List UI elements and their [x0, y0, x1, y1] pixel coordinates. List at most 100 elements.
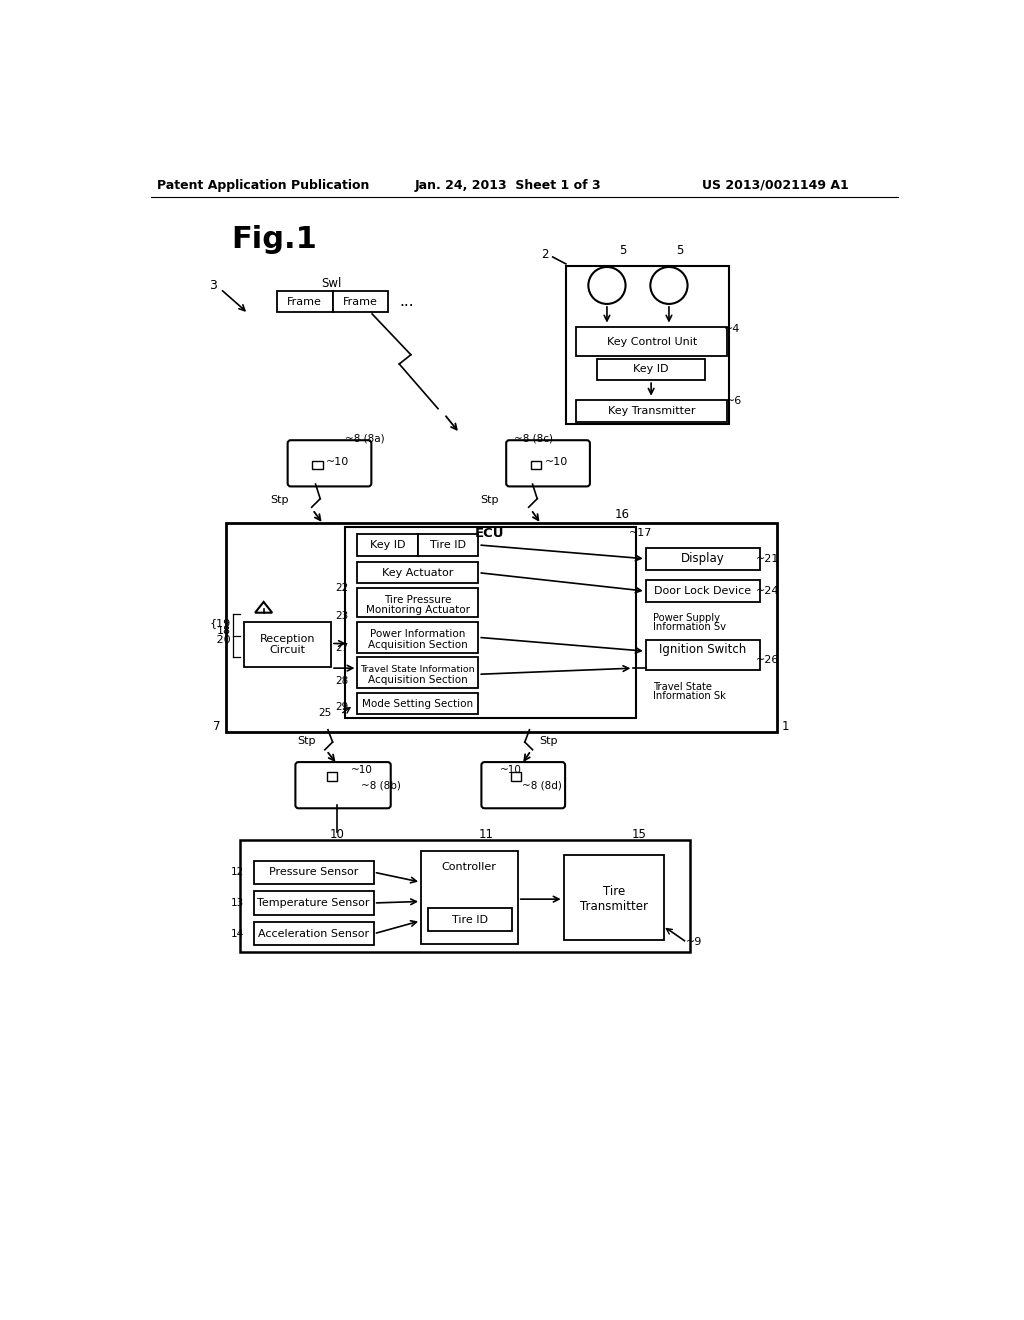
Bar	[597, 359, 706, 380]
Text: 15: 15	[632, 828, 647, 841]
Text: 12: 12	[231, 867, 245, 878]
Text: Reception: Reception	[260, 634, 315, 644]
Text: Acquisition Section: Acquisition Section	[368, 640, 468, 649]
Text: ~8 (8c): ~8 (8c)	[514, 434, 553, 444]
Text: 28: 28	[336, 676, 349, 686]
Bar	[575, 327, 727, 356]
Text: Power Information: Power Information	[370, 630, 466, 639]
Text: Ignition Switch: Ignition Switch	[659, 643, 746, 656]
Text: 10: 10	[330, 828, 345, 841]
Bar	[254, 861, 374, 884]
Text: 22: 22	[336, 583, 349, 593]
Text: ...: ...	[399, 294, 415, 309]
Text: Jan. 24, 2013  Sheet 1 of 3: Jan. 24, 2013 Sheet 1 of 3	[415, 178, 601, 191]
Text: Key Actuator: Key Actuator	[382, 568, 454, 578]
Text: ~4: ~4	[724, 325, 740, 334]
Text: ~10: ~10	[500, 764, 522, 775]
Text: Information Sv: Information Sv	[652, 622, 726, 631]
Text: Swl: Swl	[322, 277, 342, 289]
Text: 2: 2	[542, 248, 549, 261]
Bar	[328, 772, 337, 780]
Text: Patent Application Publication: Patent Application Publication	[158, 178, 370, 191]
Bar	[345, 527, 636, 718]
Text: Travel State: Travel State	[652, 681, 712, 692]
Text: 18: 18	[217, 626, 231, 636]
Text: Acceleration Sensor: Acceleration Sensor	[258, 929, 369, 939]
Text: Mode Setting Section: Mode Setting Section	[362, 698, 473, 709]
Bar	[563, 855, 665, 940]
Text: ECU: ECU	[475, 527, 505, 540]
Text: ~10: ~10	[545, 457, 568, 467]
Text: 1: 1	[781, 721, 788, 733]
Text: Key Transmitter: Key Transmitter	[608, 407, 695, 416]
Text: 16: 16	[615, 508, 630, 520]
Text: Key ID: Key ID	[370, 540, 406, 550]
Text: Information Sk: Information Sk	[652, 690, 726, 701]
Text: Stp: Stp	[539, 737, 557, 746]
Text: Fig.1: Fig.1	[230, 224, 316, 253]
Bar	[226, 523, 776, 733]
Bar	[357, 657, 478, 688]
Text: US 2013/0021149 A1: US 2013/0021149 A1	[701, 178, 849, 191]
Text: {19: {19	[210, 619, 231, 628]
Text: Door Lock Device: Door Lock Device	[654, 586, 752, 597]
Bar	[333, 290, 388, 313]
Text: 11: 11	[478, 828, 494, 841]
Text: ~10: ~10	[326, 457, 349, 467]
Text: Key ID: Key ID	[634, 364, 669, 375]
Bar	[254, 891, 374, 915]
Text: Key Control Unit: Key Control Unit	[607, 337, 697, 347]
Bar	[357, 562, 478, 583]
Text: Circuit: Circuit	[269, 644, 305, 655]
Text: Monitoring Actuator: Monitoring Actuator	[366, 606, 470, 615]
Bar	[646, 581, 761, 602]
Bar	[421, 851, 518, 944]
Text: 27: 27	[336, 643, 349, 653]
Bar	[646, 640, 761, 671]
FancyBboxPatch shape	[481, 762, 565, 808]
Text: Travel State Information: Travel State Information	[360, 665, 475, 675]
Text: ~26: ~26	[756, 656, 779, 665]
Bar	[575, 400, 727, 422]
Bar	[276, 290, 333, 313]
Text: 7: 7	[213, 721, 221, 733]
Text: 5: 5	[618, 244, 626, 257]
Text: 13: 13	[231, 898, 245, 908]
Text: ~17: ~17	[630, 528, 652, 539]
Text: ~8 (8d): ~8 (8d)	[522, 781, 562, 791]
Text: 29: 29	[336, 702, 349, 711]
Bar	[241, 840, 690, 952]
Text: Pressure Sensor: Pressure Sensor	[268, 867, 358, 878]
FancyBboxPatch shape	[295, 762, 391, 808]
FancyBboxPatch shape	[506, 441, 590, 487]
Bar	[428, 908, 512, 932]
Text: ~8 (8a): ~8 (8a)	[345, 434, 385, 444]
Text: Temperature Sensor: Temperature Sensor	[257, 898, 370, 908]
Text: 25: 25	[318, 708, 332, 718]
Text: ~9: ~9	[685, 937, 701, 948]
Bar	[312, 461, 323, 470]
Text: Frame: Frame	[288, 297, 323, 306]
Bar	[254, 923, 374, 945]
Text: Stp: Stp	[270, 495, 289, 504]
Text: ~10: ~10	[351, 764, 373, 775]
Bar	[357, 535, 418, 556]
Text: Transmitter: Transmitter	[580, 900, 648, 913]
Text: Tire ID: Tire ID	[452, 915, 487, 925]
Text: Display: Display	[681, 552, 725, 565]
Bar	[418, 535, 478, 556]
Bar	[511, 772, 521, 780]
Text: 23: 23	[336, 611, 349, 620]
Text: ~6: ~6	[726, 396, 742, 407]
Text: Power Supply: Power Supply	[652, 612, 720, 623]
Text: Controller: Controller	[441, 862, 497, 871]
Text: Stp: Stp	[480, 495, 499, 504]
Text: ~24: ~24	[756, 586, 779, 597]
Text: Tire: Tire	[603, 884, 625, 898]
FancyBboxPatch shape	[288, 441, 372, 487]
Bar	[357, 622, 478, 653]
Text: ~21: ~21	[756, 554, 779, 564]
Bar	[357, 589, 478, 618]
Bar	[357, 693, 478, 714]
Bar	[566, 267, 729, 424]
